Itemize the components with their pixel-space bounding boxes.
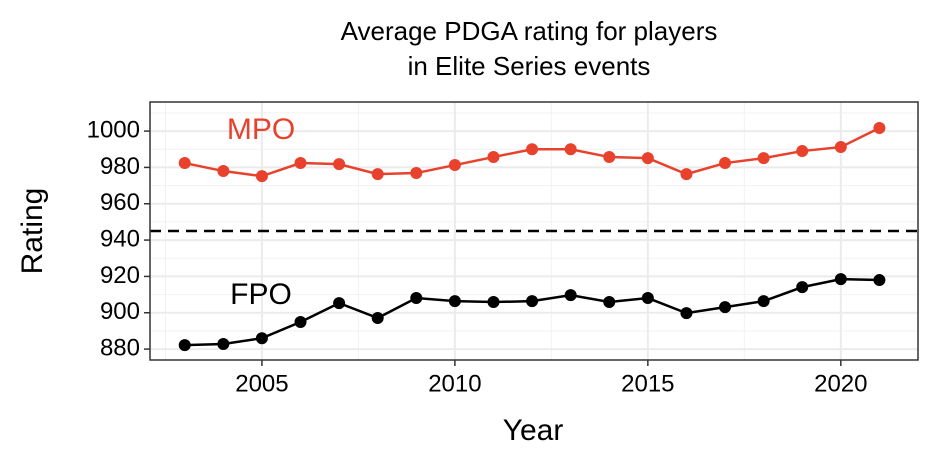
data-point [603, 296, 616, 309]
data-point [834, 273, 847, 286]
data-point [217, 338, 230, 351]
data-point [178, 339, 191, 352]
data-point [641, 292, 654, 305]
plot-border [149, 101, 919, 361]
data-point [217, 165, 230, 178]
data-point [526, 143, 539, 156]
data-point [448, 159, 461, 172]
data-point [294, 316, 307, 329]
data-point [487, 151, 500, 164]
data-point [371, 312, 384, 325]
x-tick-label: 2005 [235, 370, 288, 397]
data-point [719, 157, 732, 170]
data-point [680, 307, 693, 320]
data-point [757, 295, 770, 308]
data-point [371, 168, 384, 181]
data-point [255, 170, 268, 183]
data-point [564, 143, 577, 156]
data-point [410, 292, 423, 305]
data-point [564, 289, 577, 302]
y-tick-label: 940 [100, 225, 140, 252]
y-axis-label: Rating [16, 188, 49, 275]
x-tick-label: 2020 [814, 370, 867, 397]
data-point [719, 301, 732, 314]
y-tick-label: 960 [100, 189, 140, 216]
data-point [333, 297, 346, 310]
x-axis-label: Year [503, 414, 564, 447]
data-point [873, 121, 886, 134]
data-point [757, 152, 770, 165]
y-tick-label: 900 [100, 298, 140, 325]
data-point [873, 274, 886, 287]
data-point [410, 167, 423, 180]
data-point [178, 157, 191, 170]
series-label: MPO [227, 113, 295, 146]
data-point [526, 295, 539, 308]
data-point [333, 158, 346, 171]
data-point [448, 295, 461, 308]
y-tick-label: 980 [100, 153, 140, 180]
chart-title: in Elite Series events [408, 51, 651, 81]
x-tick-label: 2010 [428, 370, 481, 397]
data-point [294, 157, 307, 170]
data-point [680, 168, 693, 181]
data-point [255, 332, 268, 345]
data-point [603, 151, 616, 164]
chart-title: Average PDGA rating for players [341, 16, 718, 46]
data-point [641, 152, 654, 165]
data-point [834, 141, 847, 154]
data-point [796, 145, 809, 158]
y-tick-label: 920 [100, 262, 140, 289]
series-label: FPO [230, 278, 292, 311]
y-tick-label: 880 [100, 334, 140, 361]
y-tick-label: 1000 [87, 116, 140, 143]
data-point [487, 296, 500, 309]
x-tick-label: 2015 [621, 370, 674, 397]
data-point [796, 281, 809, 294]
